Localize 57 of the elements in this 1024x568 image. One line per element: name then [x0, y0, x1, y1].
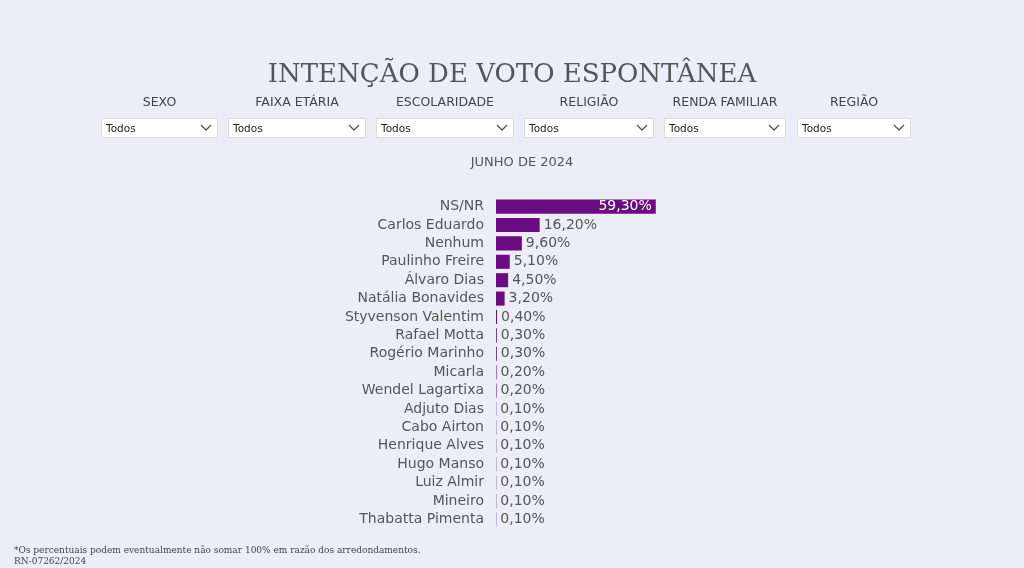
text: RELIGIÃO — [558, 94, 620, 111]
dropdown-field: Todos — [524, 118, 654, 138]
data-label: 0,10% — [500, 418, 545, 435]
dropdown-field: Todos — [664, 118, 786, 138]
y-tick-label: Henrique Alves — [377, 436, 484, 453]
data-label: 0,20% — [500, 381, 546, 398]
data-label: 0,30% — [500, 326, 546, 343]
data-label: 4,50% — [512, 270, 557, 287]
y-tick-label: Natália Bonavides — [357, 289, 484, 306]
data-label: 0,40% — [501, 307, 546, 324]
text: INTENÇÃO DE VOTO ESPONTÂNEA — [266, 58, 758, 88]
bar — [496, 217, 540, 233]
data-label: 59,30% — [598, 197, 652, 214]
y-tick-label: Luiz Almir — [415, 473, 485, 490]
y-tick-label: Adjuto Dias — [403, 399, 484, 416]
y-tick-label: Rogério Marinho — [369, 344, 484, 361]
y-tick-label: Álvaro Dias — [404, 270, 484, 287]
data-label: 0,20% — [500, 362, 546, 379]
text: SEXO — [141, 94, 178, 111]
y-tick-label: Rafael Motta — [395, 326, 484, 343]
chart-title: JUNHO DE 2024 — [469, 154, 575, 169]
data-label: 9,60% — [525, 234, 571, 251]
data-label: 0,10% — [500, 454, 545, 471]
bar — [496, 291, 505, 306]
data-label: 0,10% — [500, 473, 545, 490]
y-tick-label: NS/NR — [439, 197, 485, 214]
y-tick-label: Carlos Eduardo — [377, 215, 484, 232]
bar — [496, 273, 509, 288]
bar — [496, 236, 522, 251]
y-tick-label: Wendel Lagartixa — [361, 381, 484, 398]
data-label: 0,10% — [500, 436, 545, 453]
data-label: 5,10% — [513, 252, 559, 269]
y-tick-label: Mineiro — [432, 491, 484, 508]
y-tick-label: Hugo Manso — [397, 454, 484, 471]
bar — [496, 254, 510, 269]
dropdown-field: Todos — [797, 118, 911, 138]
text: REGIÃO — [828, 94, 880, 111]
y-tick-label: Nenhum — [424, 234, 484, 251]
dropdown-field: Todos — [101, 118, 218, 138]
y-tick-label: Thabatta Pimenta — [358, 510, 484, 527]
y-tick-label: Micarla — [433, 362, 484, 379]
dropdown-field: Todos — [228, 118, 366, 138]
data-label: 0,10% — [500, 399, 545, 416]
data-label: 0,10% — [500, 491, 545, 508]
y-tick-label: Cabo Airton — [401, 418, 484, 435]
data-label: 3,20% — [508, 289, 554, 306]
text: FAIXA ETÁRIA — [254, 94, 340, 111]
text: ESCOLARIDADE — [394, 94, 496, 111]
y-tick-label: Styvenson Valentim — [344, 307, 484, 324]
text: RENDA FAMILIAR — [671, 94, 779, 111]
text: RN-07262/2024 — [14, 556, 87, 566]
data-label: 0,10% — [500, 510, 545, 527]
data-label: 0,30% — [500, 344, 546, 361]
dropdown-field: Todos — [376, 118, 514, 138]
y-tick-label: Paulinho Freire — [381, 252, 484, 269]
data-label: 16,20% — [543, 215, 598, 232]
text: *Os percentuais podem eventualmente não somar 100% em razão dos arredondamentos. — [14, 545, 421, 555]
